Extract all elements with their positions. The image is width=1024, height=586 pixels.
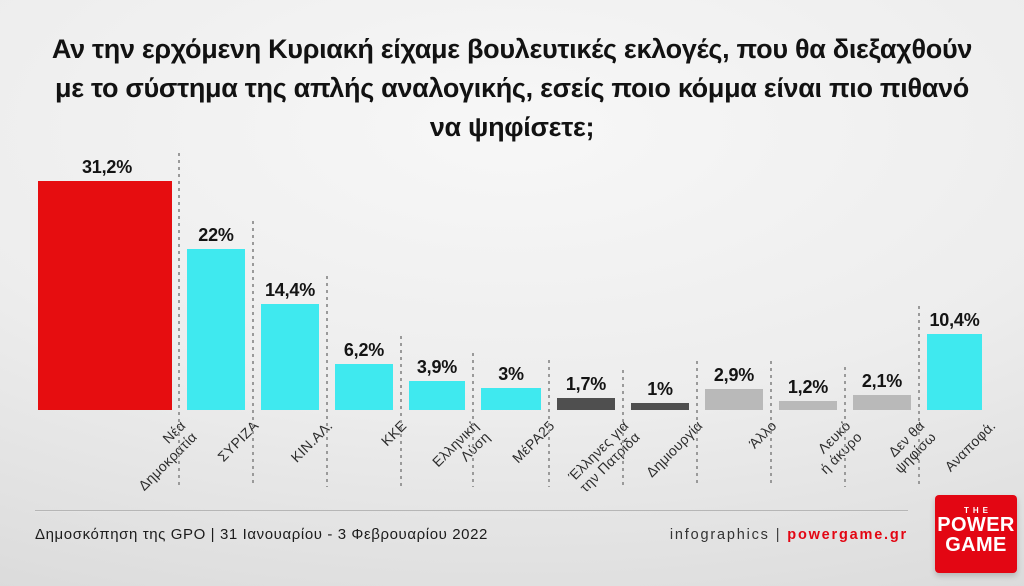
column-separator-9	[844, 367, 846, 487]
credits-website: powergame.gr	[787, 527, 908, 543]
credits-pipe: |	[775, 527, 782, 543]
logo-the: THE	[964, 506, 992, 515]
column-separator-1	[252, 221, 254, 487]
column-separator-7	[696, 361, 698, 487]
bar-value-label-2: 14,4%	[264, 280, 316, 300]
bar-value-label-7: 1%	[647, 379, 673, 399]
bar-8	[705, 389, 763, 410]
credits: infographics | powergame.gr	[670, 527, 908, 543]
bar-value-label-11: 10,4%	[929, 310, 980, 330]
bar-1	[187, 249, 245, 410]
footer-divider	[35, 510, 908, 512]
bar-9	[779, 401, 837, 410]
column-separator-5	[548, 360, 550, 487]
bar-7	[631, 403, 689, 410]
bar-4	[409, 381, 465, 410]
bar-value-label-9: 1,2%	[787, 377, 829, 397]
column-separator-10	[918, 306, 920, 487]
column-separator-2	[326, 276, 328, 487]
column-separator-6	[622, 370, 624, 487]
bar-6	[557, 398, 615, 410]
bar-value-label-8: 2,9%	[713, 365, 755, 385]
bar-2	[261, 304, 319, 410]
bar-value-label-5: 3%	[498, 364, 524, 384]
column-separator-3	[400, 336, 402, 487]
bar-3	[335, 364, 393, 410]
bar-value-label-10: 2,1%	[861, 371, 903, 391]
column-separator-4	[472, 353, 474, 487]
poll-source: Δημοσκόπηση της GPO | 31 Ιανουαρίου - 3 …	[35, 526, 488, 543]
column-separator-8	[770, 361, 772, 487]
bar-value-label-0: 31,2%	[81, 157, 133, 177]
bar-5	[481, 388, 541, 410]
logo-power: POWER	[937, 514, 1015, 536]
bar-0	[38, 181, 172, 410]
bar-value-label-1: 22%	[198, 225, 234, 245]
bar-value-label-4: 3,9%	[416, 357, 458, 377]
bar-11	[927, 334, 982, 410]
column-separator-0	[178, 153, 180, 487]
bar-10	[853, 395, 911, 410]
bar-value-label-6: 1,7%	[565, 374, 607, 394]
logo-game: GAME	[945, 534, 1007, 556]
credits-infographics: infographics	[669, 527, 770, 543]
bar-value-label-3: 6,2%	[343, 340, 385, 360]
powergame-logo: THE POWER GAME	[935, 495, 1017, 573]
chart-title: Αν την ερχόμενη Κυριακή είχαμε βουλευτικ…	[51, 34, 973, 142]
